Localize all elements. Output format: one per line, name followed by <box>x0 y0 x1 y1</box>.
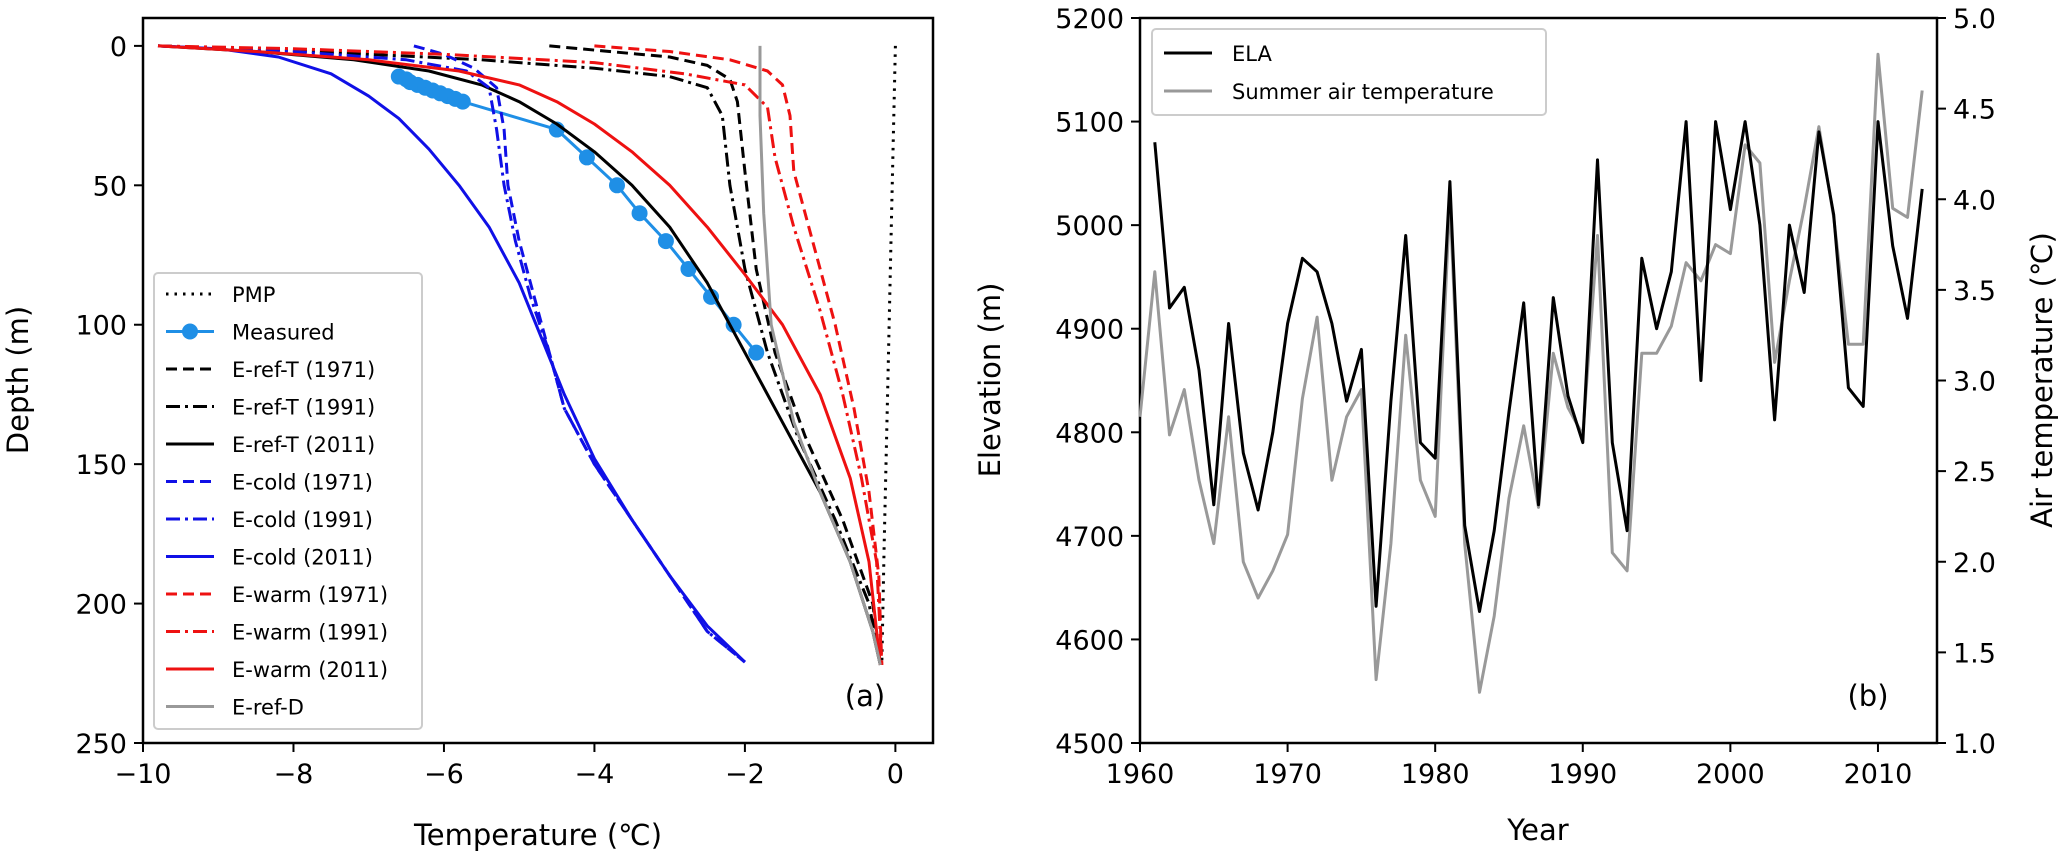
panel-b-ylabel-right: Air temperature (℃) <box>2025 232 2059 528</box>
series-line-pmp <box>880 45 897 665</box>
panel-b-ytick-label-6: 5100 <box>1055 108 1124 139</box>
series-line-summer-air-temperature <box>1138 52 1924 694</box>
series-line-e-cold-1991 <box>157 44 746 664</box>
measured-point-17 <box>725 316 742 333</box>
panel-a-legend: PMP Measured E-ref-T (1971) E-ref-T (1991) E… <box>153 272 423 730</box>
panel-a-ticks: −10 −8 −6 −4 −2 0 0 50 100 150 200 250 <box>75 32 904 790</box>
panel-a-series-group <box>157 44 897 666</box>
panel-a-xtick-label-4: −2 <box>725 759 765 790</box>
panel-b-xtick-label-4: 2000 <box>1696 759 1765 790</box>
panel-a-xtick-label-5: 0 <box>887 759 904 790</box>
measured-point-16 <box>703 288 720 305</box>
series-line-e-warm-1971 <box>594 44 884 665</box>
panel-a-frame <box>141 16 935 745</box>
panel-b-ytick-right-label-8: 5.0 <box>1953 4 1996 35</box>
panel-a-ytick-label-5: 250 <box>75 729 127 760</box>
panel-a-xtick-label-2: −6 <box>424 759 464 790</box>
panel-b-ticks: 1960 1970 1980 1990 2000 2010 4500 4600 4700 4800… <box>1055 4 1996 790</box>
panel-b-xtick-label-2: 1980 <box>1401 759 1470 790</box>
panel-b-xtick-label-1: 1970 <box>1253 759 1322 790</box>
panel-b-label: (b) <box>1847 679 1888 713</box>
panel-a-xlabel: Temperature (℃) <box>413 818 662 852</box>
legend-label-e-cold-1991: E-cold (1991) <box>232 508 373 532</box>
panel-a-ytick-label-1: 50 <box>93 171 127 202</box>
measured-point-12 <box>609 177 625 194</box>
panel-b: 1960 1970 1980 1990 2000 2010 4500 4600 4700 4800… <box>973 4 2059 847</box>
panel-b-legend-box <box>1151 28 1547 116</box>
series-line-e-ref-d <box>758 45 882 666</box>
panel-b-ytick-right-label-5: 3.5 <box>1953 276 1996 307</box>
panel-a-ylabel: Depth (m) <box>1 306 35 454</box>
legend-label-e-ref-t-2011: E-ref-T (2011) <box>232 433 375 457</box>
panel-b-ytick-label-1: 4600 <box>1055 625 1124 656</box>
panel-b-xlabel: Year <box>1506 813 1568 847</box>
series-line-e-cold-1971 <box>413 44 746 664</box>
panel-a-xtick-label-3: −4 <box>575 759 615 790</box>
panel-b-xtick-label-0: 1960 <box>1106 759 1175 790</box>
legend-label-e-ref-t-1991: E-ref-T (1991) <box>232 396 375 420</box>
series-line-e-ref-t-1971 <box>549 44 882 666</box>
panel-b-xtick-label-3: 1990 <box>1548 759 1617 790</box>
legend-label-e-ref-d: E-ref-D <box>232 696 304 720</box>
legend-label-e-warm-1991: E-warm (1991) <box>232 621 388 645</box>
series-line-e-ref-t-1991 <box>157 44 882 666</box>
panel-b-ytick-label-7: 5200 <box>1055 4 1124 35</box>
legend-label-ela: ELA <box>1232 42 1272 66</box>
panel-a: −10 −8 −6 −4 −2 0 0 50 100 150 200 250 Temperature … <box>1 16 935 852</box>
panel-b-ylabel: Elevation (m) <box>973 283 1007 478</box>
legend-label-e-cold-2011: E-cold (2011) <box>232 546 373 570</box>
panel-b-ytick-right-label-3: 2.5 <box>1953 457 1996 488</box>
panel-b-ytick-right-label-2: 2.0 <box>1953 548 1996 579</box>
panel-b-ytick-label-2: 4700 <box>1055 522 1124 553</box>
panel-b-ytick-right-label-4: 3.0 <box>1953 367 1996 398</box>
panel-b-ytick-label-0: 4500 <box>1055 729 1124 760</box>
measured-point-13 <box>631 205 648 222</box>
panel-a-label: (a) <box>845 679 885 713</box>
series-line-measured <box>398 75 758 354</box>
legend-label-e-warm-1971: E-warm (1971) <box>232 583 388 607</box>
panel-a-xtick-label-1: −8 <box>274 759 314 790</box>
panel-a-ytick-label-3: 150 <box>75 450 127 481</box>
panel-b-legend: ELA Summer air temperature <box>1151 28 1547 116</box>
legend-marker-measured <box>182 323 198 340</box>
panel-b-xtick-label-5: 2010 <box>1844 759 1913 790</box>
series-line-ela <box>1153 120 1924 613</box>
panel-a-ytick-label-0: 0 <box>110 32 127 63</box>
panel-b-ytick-right-label-0: 1.0 <box>1953 729 1996 760</box>
panel-b-ytick-label-3: 4800 <box>1055 418 1124 449</box>
panel-b-ytick-right-label-1: 1.5 <box>1953 638 1996 669</box>
panel-a-ytick-label-2: 100 <box>75 311 127 342</box>
legend-label-e-cold-1971: E-cold (1971) <box>232 471 373 495</box>
panel-a-legend-box <box>153 272 423 730</box>
panel-b-ytick-right-label-6: 4.0 <box>1953 185 1996 216</box>
legend-label-e-warm-2011: E-warm (2011) <box>232 658 388 682</box>
legend-label-measured: Measured <box>232 321 335 345</box>
measured-point-15 <box>680 260 697 277</box>
legend-label-summer-air-temperature: Summer air temperature <box>1232 80 1494 104</box>
panel-b-ytick-label-5: 5000 <box>1055 211 1124 242</box>
panel-a-xtick-label-0: −10 <box>115 759 172 790</box>
panel-b-series-group <box>1138 52 1924 694</box>
panel-b-ytick-label-4: 4900 <box>1055 315 1124 346</box>
measured-point-9 <box>454 93 471 110</box>
measured-point-18 <box>748 344 765 361</box>
legend-label-e-ref-t-1971: E-ref-T (1971) <box>232 358 375 382</box>
series-line-e-cold-2011 <box>157 44 746 664</box>
measured-point-14 <box>657 233 674 250</box>
measured-point-11 <box>578 149 595 166</box>
panel-a-ytick-label-4: 200 <box>75 590 127 621</box>
legend-label-pmp: PMP <box>232 283 275 307</box>
panel-b-ytick-right-label-7: 4.5 <box>1953 95 1996 126</box>
series-line-e-warm-2011 <box>157 44 882 666</box>
